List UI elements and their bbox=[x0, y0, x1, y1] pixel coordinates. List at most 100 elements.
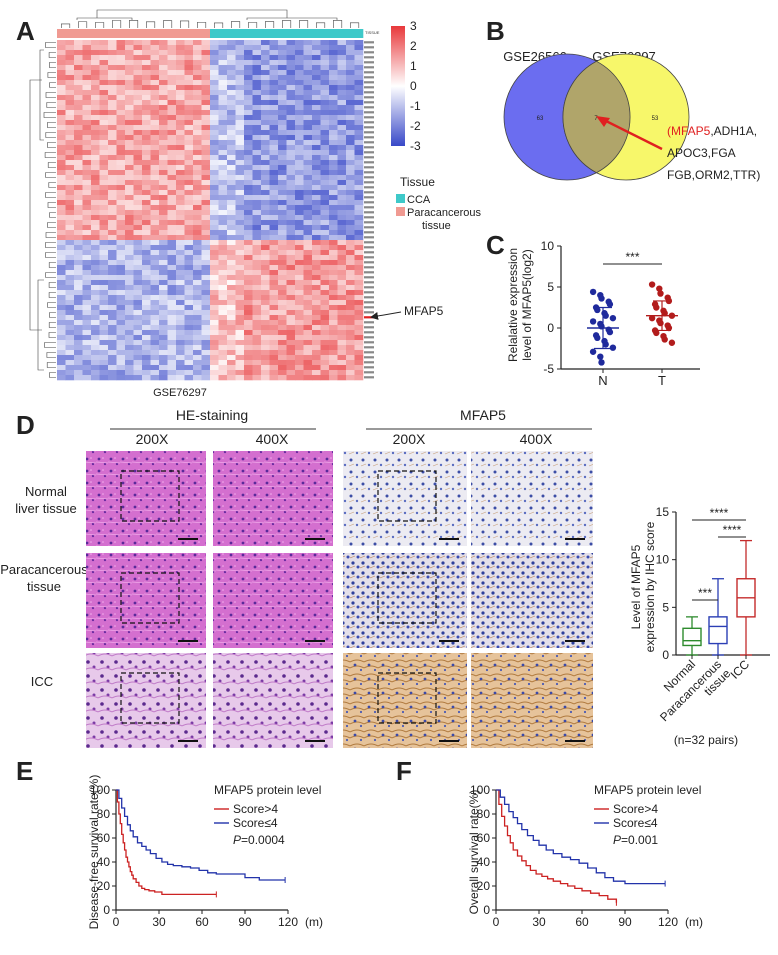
heatmap-cell bbox=[329, 125, 338, 131]
heatmap-cell bbox=[235, 175, 245, 181]
heatmap-gene-label-mark bbox=[364, 126, 374, 129]
heatmap-cell bbox=[269, 325, 279, 331]
heatmap-cell bbox=[74, 205, 83, 211]
heatmap-cell bbox=[235, 340, 245, 346]
heatmap-cell bbox=[354, 235, 364, 241]
heatmap-cell bbox=[159, 200, 168, 206]
left-dendrogram-branch bbox=[47, 302, 56, 308]
heatmap-cell bbox=[252, 175, 262, 181]
tissue-bar-cell bbox=[108, 29, 117, 38]
heatmap-cell bbox=[320, 210, 330, 216]
heatmap-cell bbox=[167, 140, 177, 146]
heatmap-cell bbox=[99, 265, 109, 271]
left-dendrogram-branch bbox=[49, 372, 56, 378]
heatmap-cell bbox=[184, 245, 194, 251]
heatmap-cell bbox=[303, 250, 313, 256]
heatmap-cell bbox=[74, 130, 83, 136]
heatmap-cell bbox=[176, 215, 185, 221]
heatmap-cell bbox=[252, 280, 262, 286]
km-x-tick-label: 60 bbox=[195, 915, 209, 929]
heatmap-cell bbox=[116, 200, 126, 206]
heatmap-cell bbox=[159, 320, 168, 326]
heatmap-cell bbox=[108, 320, 117, 326]
heatmap-cell bbox=[99, 245, 109, 251]
heatmap-cell bbox=[108, 155, 117, 161]
top-dendrogram-branch bbox=[112, 20, 122, 28]
heatmap-cell bbox=[125, 330, 134, 336]
heatmap-cell bbox=[184, 355, 194, 361]
heatmap-cell bbox=[252, 225, 262, 231]
heatmap-cell bbox=[235, 135, 245, 141]
heatmap-cell bbox=[244, 125, 253, 131]
heatmap-cell bbox=[201, 295, 211, 301]
heatmap-cell bbox=[295, 155, 304, 161]
heatmap-cell bbox=[125, 260, 134, 266]
heatmap-cell bbox=[91, 120, 100, 126]
heatmap-cell bbox=[65, 60, 75, 66]
heatmap-cell bbox=[193, 230, 202, 236]
heatmap-cell bbox=[227, 60, 236, 66]
heatmap-cell bbox=[159, 40, 168, 46]
heatmap-cell bbox=[142, 355, 151, 361]
heatmap-cell bbox=[167, 100, 177, 106]
heatmap-cell bbox=[218, 355, 228, 361]
heatmap-cell bbox=[286, 190, 296, 196]
heatmap-cell bbox=[184, 220, 194, 226]
heatmap-cell bbox=[150, 125, 160, 131]
left-dendrogram-branch bbox=[47, 72, 56, 78]
heatmap-cell bbox=[252, 230, 262, 236]
heatmap-cell bbox=[227, 165, 236, 171]
heatmap-cell bbox=[159, 170, 168, 176]
heatmap-cell bbox=[133, 295, 143, 301]
heatmap-cell bbox=[193, 330, 202, 336]
heatmap-cell bbox=[329, 345, 338, 351]
panel-c-point bbox=[609, 344, 617, 351]
tissue-bar-cell bbox=[210, 29, 219, 38]
heatmap-cell bbox=[167, 300, 177, 306]
heatmap-cell bbox=[74, 140, 83, 146]
heatmap-cell bbox=[201, 310, 211, 316]
heatmap-cell bbox=[261, 80, 270, 86]
heatmap-cell bbox=[108, 365, 117, 371]
heatmap-cell bbox=[278, 165, 287, 171]
heatmap-cell bbox=[184, 255, 194, 261]
heatmap-cell bbox=[320, 310, 330, 316]
panel-c-point bbox=[606, 328, 614, 336]
heatmap-cell bbox=[65, 120, 75, 126]
heatmap-cell bbox=[227, 155, 236, 161]
heatmap-cell bbox=[320, 195, 330, 201]
heatmap-cell bbox=[82, 75, 92, 81]
heatmap-cell bbox=[193, 45, 202, 51]
heatmap-cell bbox=[57, 90, 66, 96]
heatmap-cell bbox=[159, 235, 168, 241]
legend-swatch-cca bbox=[396, 194, 405, 203]
heatmap-cell bbox=[57, 245, 66, 251]
heatmap-cell bbox=[82, 145, 92, 151]
heatmap-cell bbox=[252, 95, 262, 101]
heatmap-cell bbox=[142, 95, 151, 101]
heatmap-cell bbox=[218, 80, 228, 86]
left-dendrogram-branch bbox=[45, 272, 56, 278]
heatmap-cell bbox=[57, 255, 66, 261]
heatmap-cell bbox=[57, 350, 66, 356]
heatmap-cell bbox=[116, 225, 126, 231]
heatmap-cell bbox=[142, 230, 151, 236]
heatmap-cell bbox=[116, 265, 126, 271]
heatmap-cell bbox=[74, 360, 83, 366]
heatmap-cell bbox=[150, 75, 160, 81]
heatmap-cell bbox=[269, 345, 279, 351]
heatmap-cell bbox=[252, 375, 262, 381]
heatmap-cell bbox=[218, 155, 228, 161]
heatmap-cell bbox=[261, 40, 270, 46]
heatmap-cell bbox=[261, 360, 270, 366]
heatmap-cell bbox=[125, 265, 134, 271]
heatmap-cell bbox=[210, 80, 219, 86]
heatmap-cell bbox=[201, 360, 211, 366]
heatmap-cell bbox=[320, 155, 330, 161]
heatmap-cell bbox=[235, 370, 245, 376]
heatmap-cell bbox=[320, 110, 330, 116]
heatmap-cell bbox=[82, 55, 92, 61]
heatmap-cell bbox=[303, 195, 313, 201]
heatmap-cell bbox=[252, 370, 262, 376]
heatmap-cell bbox=[218, 365, 228, 371]
